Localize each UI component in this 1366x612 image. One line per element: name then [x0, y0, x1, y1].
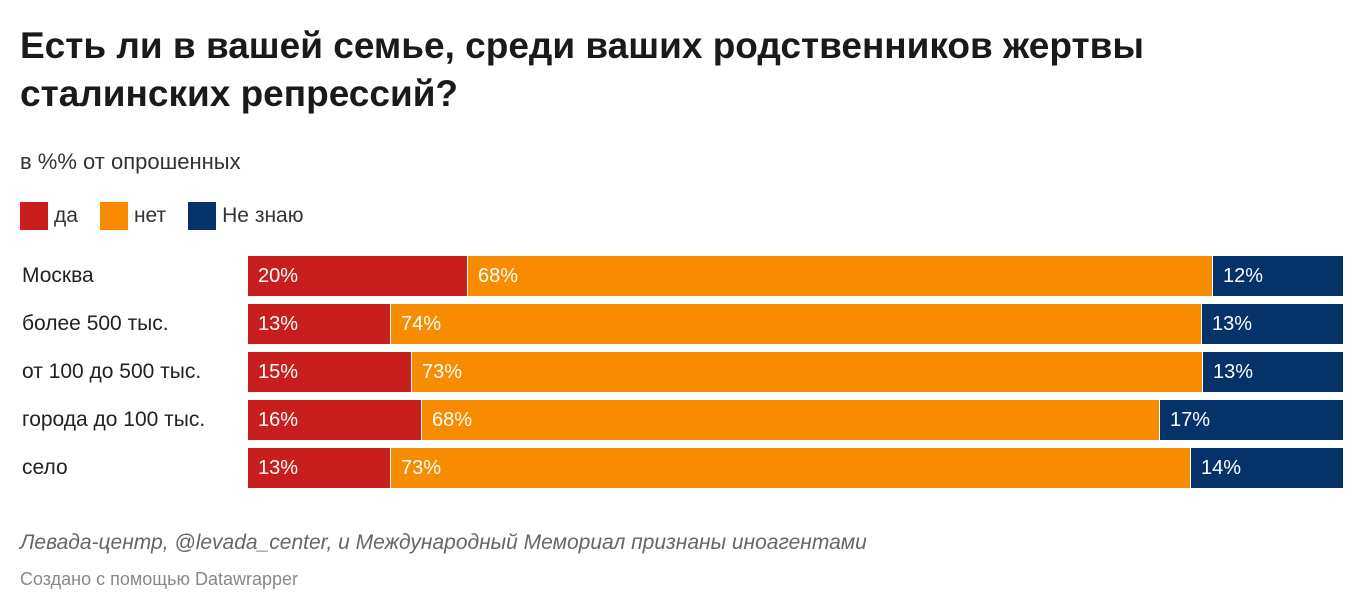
bar-row: от 100 до 500 тыс. 15% 73% 13% — [0, 352, 1366, 392]
bar-row: село 13% 73% 14% — [0, 448, 1366, 488]
stacked-bar: 16% 68% 17% — [248, 400, 1343, 440]
bar-row: города до 100 тыс. 16% 68% 17% — [0, 400, 1366, 440]
stacked-bar-chart: Москва 20% 68% 12% более 500 тыс. 13% 74% 13% от… — [0, 256, 1366, 496]
chart-title: Есть ли в вашей семье, среди ваших родст… — [20, 25, 1144, 114]
legend-item-yes: да — [20, 202, 78, 230]
bar-segment-dont-know: 13% — [1201, 304, 1343, 344]
stacked-bar: 20% 68% 12% — [248, 256, 1343, 296]
bar-row: Москва 20% 68% 12% — [0, 256, 1366, 296]
bar-segment-yes: 13% — [248, 304, 390, 344]
source-note: Левада-центр, @levada_center, и Междунар… — [20, 531, 867, 554]
category-label: село — [22, 456, 68, 479]
legend-swatch-no — [99, 202, 128, 230]
bar-segment-yes: 15% — [248, 352, 411, 392]
category-label: города до 100 тыс. — [22, 408, 206, 431]
stacked-bar: 13% 73% 14% — [248, 448, 1343, 488]
chart-subtitle: в %% от опрошенных — [20, 149, 241, 174]
bar-segment-dont-know: 17% — [1159, 400, 1343, 440]
legend-swatch-yes — [20, 202, 48, 230]
category-label: более 500 тыс. — [22, 312, 169, 335]
bar-segment-dont-know: 12% — [1212, 256, 1343, 296]
bar-segment-no: 73% — [411, 352, 1202, 392]
datawrapper-credit: Создано с помощью Datawrapper — [20, 569, 299, 589]
bar-segment-no: 74% — [390, 304, 1201, 344]
bar-segment-yes: 13% — [248, 448, 390, 488]
bar-segment-no: 68% — [421, 400, 1159, 440]
legend-label-yes: да — [54, 204, 78, 227]
bar-segment-dont-know: 14% — [1190, 448, 1343, 488]
category-label: Москва — [22, 264, 94, 287]
bar-segment-dont-know: 13% — [1202, 352, 1343, 392]
chart-legend: да нет Не знаю — [20, 202, 325, 230]
bar-segment-yes: 20% — [248, 256, 467, 296]
bar-segment-no: 68% — [467, 256, 1212, 296]
bar-segment-yes: 16% — [248, 400, 421, 440]
bar-segment-no: 73% — [390, 448, 1190, 488]
legend-label-no: нет — [133, 204, 167, 227]
category-label: от 100 до 500 тыс. — [22, 360, 202, 383]
stacked-bar: 15% 73% 13% — [248, 352, 1343, 392]
legend-item-no: нет — [99, 202, 167, 230]
stacked-bar: 13% 74% 13% — [248, 304, 1343, 344]
legend-item-dont-know: Не знаю — [188, 202, 303, 230]
bar-row: более 500 тыс. 13% 74% 13% — [0, 304, 1366, 344]
legend-label-dont-know: Не знаю — [222, 204, 304, 227]
legend-swatch-dont-know — [188, 202, 217, 230]
